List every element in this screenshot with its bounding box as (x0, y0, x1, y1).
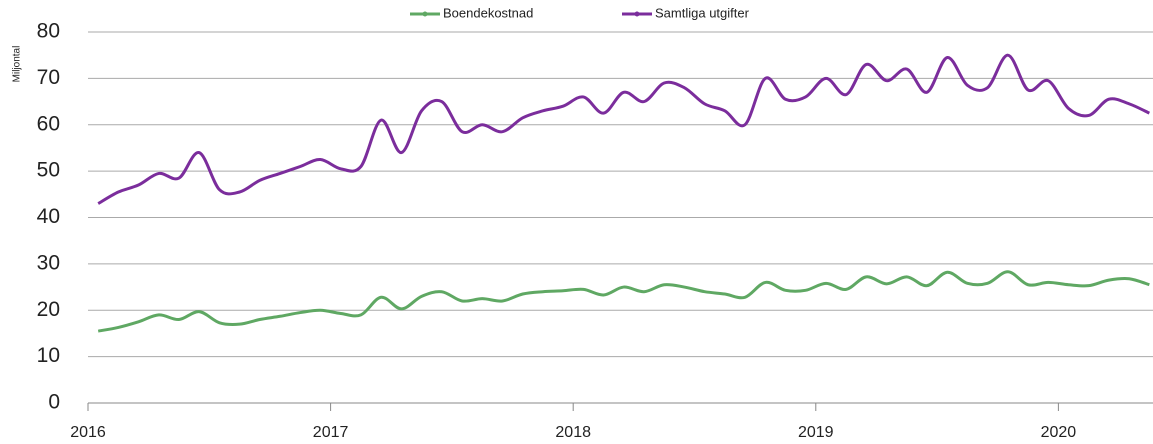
legend-label: Boendekostnad (443, 5, 533, 20)
legend-swatch-dot (634, 11, 640, 17)
y-tick-label: 60 (37, 112, 60, 135)
y-tick-label: 70 (37, 66, 60, 89)
y-axis-label: Miljontal (12, 46, 23, 83)
legend-swatch-dot (422, 11, 428, 17)
x-tick-label: 2017 (313, 424, 349, 441)
y-tick-label: 80 (37, 20, 60, 43)
line-series (97, 270, 1150, 333)
legend-label: Samtliga utgifter (655, 5, 750, 20)
y-tick-label: 40 (37, 205, 60, 228)
line-series (97, 53, 1151, 205)
y-tick-label: 50 (37, 159, 60, 182)
y-tick-label: 10 (37, 344, 60, 367)
x-tick-label: 2018 (555, 424, 591, 441)
y-tick-label: 30 (37, 251, 60, 274)
x-tick-label: 2016 (70, 424, 106, 441)
y-tick-label: 20 (37, 298, 60, 321)
x-tick-label: 2020 (1041, 424, 1077, 441)
x-tick-label: 2019 (798, 424, 834, 441)
y-tick-label: 0 (48, 391, 60, 414)
